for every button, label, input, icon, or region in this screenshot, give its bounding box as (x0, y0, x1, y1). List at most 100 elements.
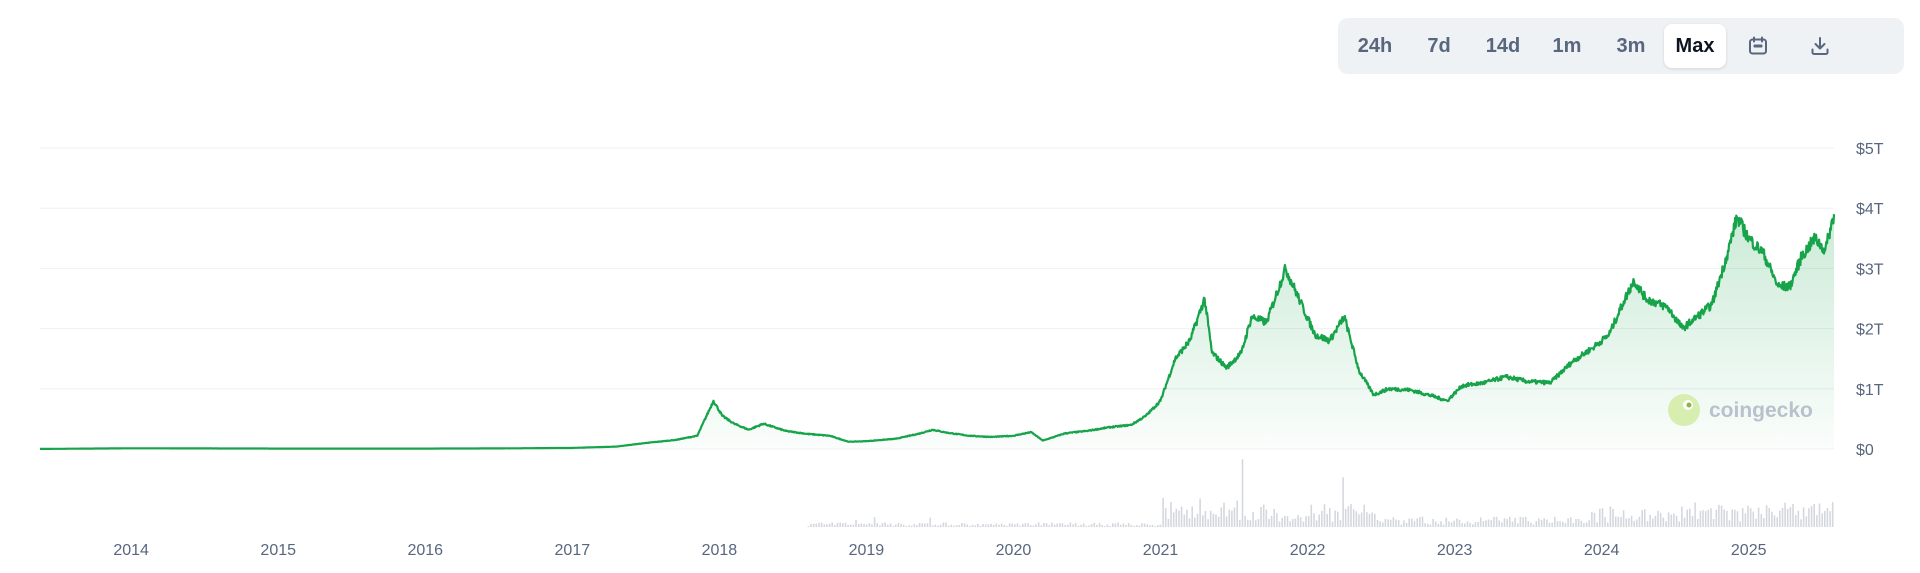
volume-bar (1498, 520, 1500, 527)
volume-bar (1768, 508, 1770, 527)
volume-bar (1577, 518, 1580, 527)
volume-bar (1260, 506, 1262, 527)
range-14d-button[interactable]: 14d (1472, 24, 1534, 68)
volume-bars (807, 459, 1834, 527)
volume-bar (1037, 522, 1040, 527)
volume-bar (1233, 507, 1236, 527)
volume-bar (1734, 509, 1736, 527)
volume-bar (1477, 521, 1479, 527)
volume-bar (876, 523, 878, 527)
volume-bar (1683, 517, 1686, 527)
volume-bar (1374, 513, 1376, 527)
range-3m-button[interactable]: 3m (1600, 24, 1662, 68)
volume-bar (1112, 523, 1114, 527)
volume-bar (1183, 514, 1186, 527)
volume-bar (1127, 523, 1130, 527)
volume-bar (1763, 518, 1765, 527)
range-max-button[interactable]: Max (1664, 24, 1726, 68)
volume-bar (1159, 524, 1162, 527)
volume-bar (1056, 523, 1058, 527)
volume-bar (1710, 508, 1712, 527)
volume-bar (984, 524, 987, 527)
volume-bar (1376, 519, 1379, 527)
volume-bar (1802, 507, 1805, 527)
volume-bar (1755, 518, 1757, 527)
volume-bar (1458, 519, 1461, 527)
volume-bar (1207, 519, 1209, 527)
volume-bar (818, 522, 820, 527)
volume-bar (1675, 515, 1678, 527)
range-1m-button[interactable]: 1m (1536, 24, 1598, 68)
volume-bar (1707, 509, 1710, 527)
volume-bar (1321, 510, 1323, 527)
volume-bar (921, 523, 923, 527)
volume-bar (884, 522, 886, 527)
volume-bar (1503, 518, 1506, 527)
y-tick-label: $5T (1856, 141, 1884, 158)
volume-bar (1125, 524, 1127, 527)
volume-bar (1072, 524, 1074, 527)
volume-bar (966, 524, 968, 527)
volume-bar (1180, 506, 1183, 527)
volume-bar (1450, 522, 1453, 527)
volume-bar (855, 519, 857, 527)
volume-bar (1329, 507, 1331, 527)
volume-bar (1101, 525, 1103, 527)
volume-bar (865, 524, 868, 527)
x-axis-labels: 2014 2015 2016 2017 2018 2019 2020 2021 2022 2023… (113, 542, 1766, 559)
volume-bar (1456, 518, 1458, 527)
volume-bar (1781, 508, 1784, 527)
date-picker-button[interactable] (1728, 24, 1788, 68)
volume-bar (1760, 514, 1763, 527)
volume-bar (1000, 523, 1003, 527)
range-24h-button[interactable]: 24h (1344, 24, 1406, 68)
volume-bar (1662, 517, 1665, 527)
volume-bar (1485, 520, 1487, 527)
volume-bar (1659, 512, 1662, 527)
volume-bar (1622, 510, 1625, 527)
volume-bar (1008, 523, 1011, 527)
volume-bar (871, 524, 873, 527)
volume-bar (839, 522, 841, 527)
volume-bar (1517, 523, 1519, 527)
volume-bar (1011, 523, 1013, 527)
volume-bar (1779, 510, 1781, 527)
volume-bar (1413, 521, 1416, 527)
volume-bar (1540, 519, 1543, 527)
volume-bar (1170, 502, 1172, 527)
download-button[interactable] (1790, 24, 1850, 68)
volume-bar (1784, 502, 1786, 527)
volume-bar (1098, 523, 1101, 527)
volume-bar (1133, 525, 1135, 527)
area-fill (40, 214, 1834, 449)
volume-bar (831, 522, 833, 527)
volume-bar (1315, 520, 1318, 527)
volume-bar (1024, 523, 1027, 527)
volume-bar (1257, 519, 1260, 527)
volume-bar (1281, 517, 1283, 527)
volume-bar (1225, 516, 1228, 527)
volume-bar (1588, 520, 1590, 527)
volume-bar (1464, 523, 1466, 527)
x-tick-label: 2024 (1584, 542, 1620, 559)
volume-bar (1077, 525, 1080, 527)
volume-bar (1146, 524, 1148, 527)
volume-bar (1421, 516, 1424, 527)
volume-bar (1117, 522, 1119, 527)
volume-bar (1278, 521, 1281, 527)
volume-bar (1596, 522, 1598, 527)
volume-bar (1559, 521, 1561, 527)
volume-bar (1202, 515, 1204, 527)
range-7d-button[interactable]: 7d (1408, 24, 1470, 68)
y-tick-label: $2T (1856, 322, 1884, 339)
volume-bar (887, 524, 889, 527)
volume-bar (1638, 516, 1641, 527)
volume-bar (1532, 524, 1535, 527)
volume-bar (963, 523, 966, 527)
volume-bar (1247, 519, 1249, 527)
volume-bar (961, 522, 963, 527)
volume-bar (1726, 511, 1728, 527)
volume-bar (947, 525, 950, 527)
volume-bar (1029, 525, 1032, 527)
volume-bar (1699, 510, 1702, 527)
